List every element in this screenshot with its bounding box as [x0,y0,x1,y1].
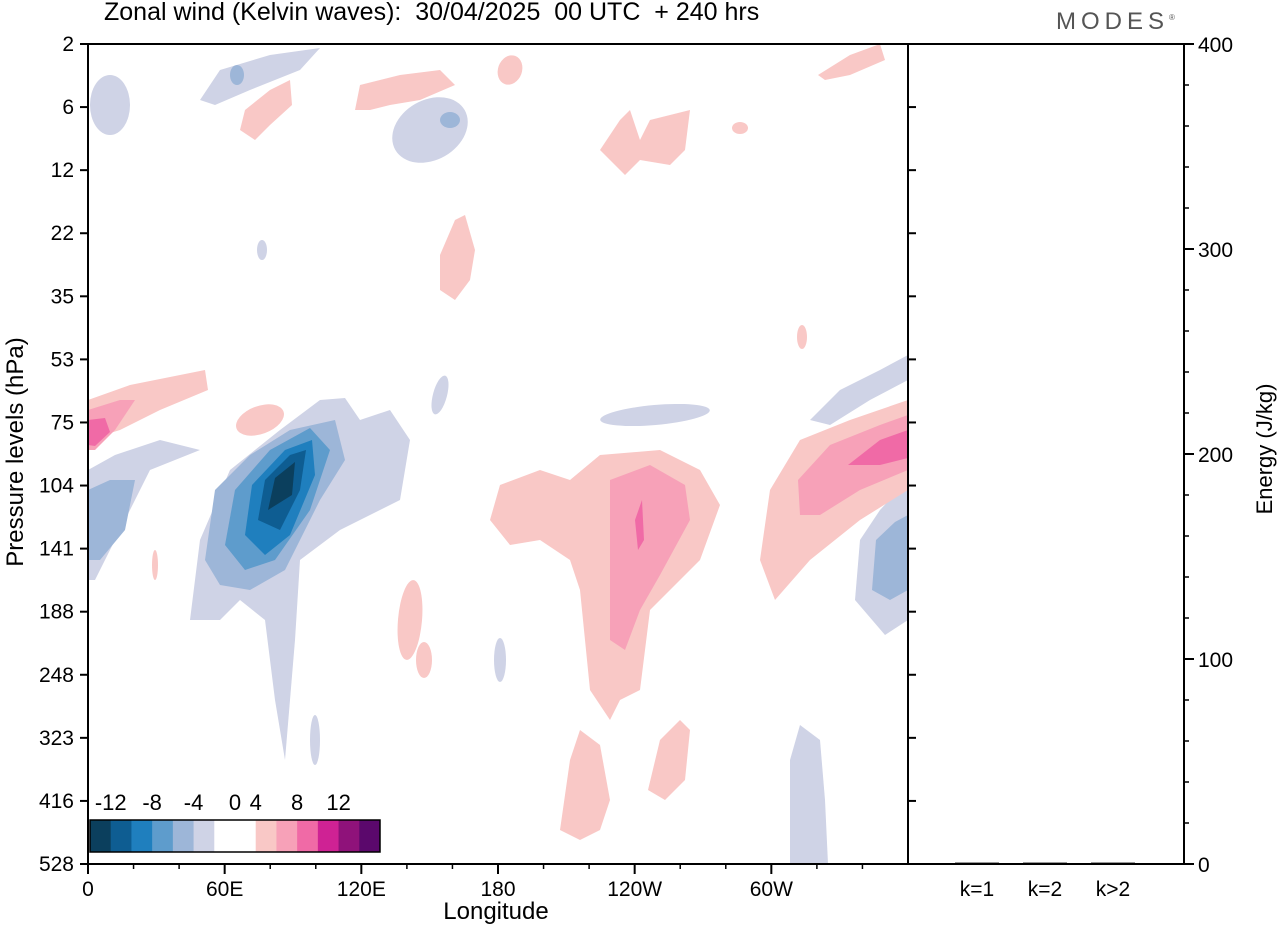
y-tick-label: 35 [51,285,74,308]
pos-upper-6 [732,122,748,134]
y-tick-label: 416 [39,790,74,813]
colorbar-swatch [90,820,112,852]
colorbar-swatch [338,820,360,852]
colorbar-swatch [359,820,381,852]
y-tick-label: 248 [39,664,74,687]
colorbar-swatch [152,820,174,852]
pos-anomaly-west-3 [88,418,110,446]
brand-logo: MODES® [1056,8,1175,36]
colorbar-label: -8 [142,790,162,815]
colorbar-label: -12 [95,790,127,815]
pos-mid-5 [416,642,432,678]
y-tick-label: 22 [51,222,74,245]
colorbar-label: 12 [326,790,350,815]
brand-text: MODES [1056,8,1170,35]
neg-mid-5 [431,375,449,415]
colorbar: -12 -8 -4 0 4 8 12 [89,790,381,853]
energy-category-label: k=1 [960,878,994,901]
neg-mid-4 [310,715,320,765]
energy-tick-label: 0 [1198,854,1210,877]
neg-anomaly-6 [268,462,295,510]
neg-upper-4 [90,75,130,135]
x-tick-label: 60W [750,878,793,901]
colorbar-swatch [193,820,215,852]
y-tick-label: 141 [39,538,74,561]
x-tick-label: 120E [337,878,386,901]
pos-mid-4 [797,325,807,349]
energy-bars: k=1 k=2 k>2 [955,862,1135,901]
neg-mid-2 [494,638,506,682]
x-axis-label: Longitude [443,898,549,925]
energy-tick-label: 400 [1198,34,1233,57]
energy-category-label: k>2 [1096,878,1130,901]
y-tick-label: 6 [62,96,74,119]
y-tick-label: 12 [51,159,74,182]
x-tick-label: 60E [206,878,243,901]
colorbar-swatch [255,820,277,852]
pos-mid-2 [397,580,423,660]
colorbar-swatch [172,820,195,852]
neg-upper-3 [440,112,460,128]
plot-frame [87,43,909,865]
y-tick-label: 528 [39,853,74,876]
pos-mid-1 [236,404,284,436]
y-tick-label: 323 [39,727,74,750]
y-tick-label: 53 [51,348,74,371]
pos-upper-5 [497,55,523,85]
pos-tall-1 [440,215,475,300]
x-tick-label: 180 [480,878,515,901]
colorbar-frame [89,819,381,853]
neg-east-lower-2 [872,515,908,600]
pos-anomaly-center-3 [635,500,644,550]
pos-upper-1 [355,70,455,110]
x-tick-label: 120W [607,878,662,901]
pos-mid-3 [152,550,158,580]
pos-tall-3 [648,720,690,800]
neg-anomaly-west [88,440,200,580]
colorbar-swatch [235,820,257,852]
registered-icon: ® [1169,13,1175,22]
colorbar-label: -4 [184,790,204,815]
colorbar-swatch [276,820,298,852]
x-tick-label: 0 [82,878,94,901]
colorbar-swatch [110,820,132,852]
colorbar-label: 0 [229,790,241,815]
energy-category-label: k=2 [1028,878,1062,901]
neg-mid-1 [600,403,710,427]
chart-title: Zonal wind (Kelvin waves): 30/04/2025 00… [104,0,760,26]
neg-anomaly-west-2 [88,480,135,560]
pos-anomaly-center-2 [610,465,690,650]
pos-upper-2 [240,80,292,140]
neg-upper-5 [230,65,244,85]
y-tick-label: 188 [39,601,74,624]
energy-tick-label: 200 [1198,444,1233,467]
colorbar-swatch [214,820,236,852]
colorbar-label: 4 [250,790,262,815]
colorbar-swatch [317,820,340,852]
pos-upper-3 [600,110,690,175]
wind-contours [88,44,908,864]
colorbar-swatch [131,820,153,852]
pos-tall-2 [560,730,610,840]
neg-bottom [790,725,828,864]
pos-anomaly-east-3 [848,430,908,465]
neg-mid-3 [257,240,267,260]
colorbar-swatch [297,820,319,852]
neg-upper-1 [200,48,320,105]
pos-upper-4 [818,44,885,80]
y-tick-label: 75 [51,411,74,434]
colorbar-label: 8 [291,790,303,815]
energy-tick-label: 300 [1198,239,1233,262]
energy-tick-label: 100 [1198,649,1233,672]
y-tick-label: 104 [39,475,74,498]
neg-east-upper [810,355,908,425]
y-tick-label: 2 [62,33,74,56]
